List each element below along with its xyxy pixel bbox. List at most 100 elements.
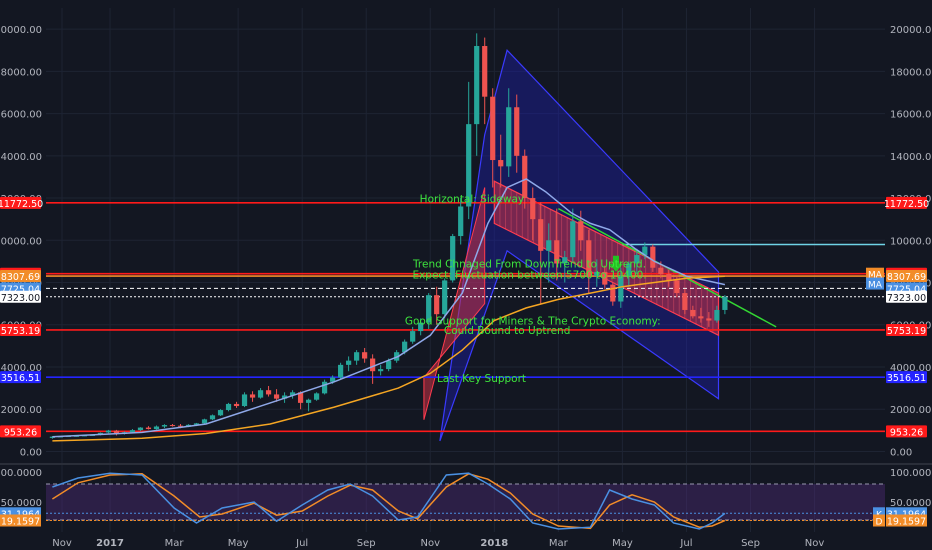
candle-up xyxy=(49,436,56,438)
candle-down xyxy=(297,392,304,403)
time-tick: Nov xyxy=(805,538,825,549)
price-tick-right: 14000.00 xyxy=(890,152,932,163)
left-price-badge: 5753.19 xyxy=(1,326,40,337)
candle-up xyxy=(354,352,360,361)
candle-up xyxy=(201,419,208,424)
price-tick-left: 4000.00 xyxy=(1,363,42,374)
annotation-text: Expect: Fluctuation between 5700 to 1040… xyxy=(412,269,646,281)
candle-down xyxy=(498,160,504,167)
candle-down xyxy=(682,293,688,310)
candle-up xyxy=(241,394,248,407)
left-price-badge: 11772.50 xyxy=(0,199,43,210)
price-tick-left: 14000.00 xyxy=(0,152,42,163)
candle-up xyxy=(153,426,160,430)
time-tick: May xyxy=(612,538,633,549)
candle-down xyxy=(666,274,672,281)
candle-down xyxy=(522,155,528,199)
ma-fast-line xyxy=(52,178,726,438)
candle-down xyxy=(650,246,656,268)
left-price-badge: 7323.00 xyxy=(1,293,40,304)
ma-tag: MA xyxy=(868,271,883,281)
time-tick: Nov xyxy=(52,538,72,549)
candle-up xyxy=(450,236,456,281)
candlestick-series xyxy=(49,33,728,439)
right-price-badge: 953.26 xyxy=(890,427,923,438)
left-price-badge-bg xyxy=(0,323,41,336)
down-arrow-icon xyxy=(609,255,624,272)
osc-band xyxy=(46,484,885,520)
right-price-badge: 7725.04 xyxy=(887,284,926,295)
left-price-badge: 3516.51 xyxy=(1,373,40,384)
candle-up xyxy=(506,107,512,167)
price-tick-left: 16000.00 xyxy=(0,110,42,121)
right-price-badge-bg xyxy=(886,425,927,438)
candle-up xyxy=(281,395,288,399)
candle-down xyxy=(490,96,496,161)
candle-down xyxy=(434,295,440,315)
right-price-badge-bg xyxy=(886,196,927,209)
osc-tick-right: 50.0000 xyxy=(890,498,931,509)
time-tick: 2018 xyxy=(480,538,508,549)
price-tick-right: 18000.00 xyxy=(890,67,932,78)
candle-up xyxy=(209,415,216,420)
right-price-badge: 8307.69 xyxy=(887,272,926,283)
rising-wedge xyxy=(423,187,486,420)
annotation-text: Horizontal: Sideway xyxy=(420,193,524,205)
candle-up xyxy=(313,393,320,400)
candle-down xyxy=(610,284,616,302)
time-tick: Jul xyxy=(295,538,308,549)
annotation-text: Good Support for Miners & The Crypto Eco… xyxy=(405,316,661,328)
candle-up xyxy=(570,221,576,258)
candle-down xyxy=(530,198,536,220)
price-tick-right: 4000.00 xyxy=(890,363,931,374)
grid xyxy=(0,8,932,532)
time-tick: Sep xyxy=(741,538,760,549)
candle-up xyxy=(217,410,224,416)
candle-up xyxy=(73,435,80,437)
price-tick-left: 0.00 xyxy=(20,447,42,458)
annotation-text: Last Key Support xyxy=(437,373,526,385)
candle-up xyxy=(458,206,464,237)
candle-down xyxy=(706,318,712,321)
candle-down xyxy=(658,267,664,275)
osc-tick-right: 100.0000 xyxy=(890,468,932,479)
time-tick: 2017 xyxy=(96,538,124,549)
candle-down xyxy=(113,430,120,434)
candle-up xyxy=(137,427,144,431)
osc-d-badge-right: 19.1597 xyxy=(887,517,926,528)
candle-up xyxy=(546,240,552,251)
candle-up xyxy=(305,399,312,403)
candle-up xyxy=(346,360,352,365)
annotation-text: Trend Chnaged From DownTrend to Uptrend. xyxy=(412,259,646,271)
candle-up xyxy=(330,377,336,382)
candle-up xyxy=(442,280,448,315)
annotations: Horizontal: Sideway Trend Chnaged From Do… xyxy=(405,193,661,384)
candle-up xyxy=(289,392,296,396)
candle-up xyxy=(105,430,112,433)
price-tick-right: 10000.00 xyxy=(890,236,932,247)
right-price-badge-bg xyxy=(886,323,927,336)
candle-up xyxy=(466,124,472,207)
price-tick-left: 2000.00 xyxy=(1,405,42,416)
candle-down xyxy=(514,107,520,156)
osc-d-tag: D xyxy=(876,518,883,528)
time-tick: Nov xyxy=(421,538,441,549)
candle-up xyxy=(474,46,480,125)
osc-k-line xyxy=(52,472,726,530)
candle-down xyxy=(249,394,256,398)
left-price-badge-bg xyxy=(0,270,41,283)
candle-up xyxy=(338,364,344,378)
right-price-badge-bg xyxy=(886,270,927,283)
candle-down xyxy=(578,221,584,241)
ma-tag: MA xyxy=(868,281,883,291)
price-tick-left: 18000.00 xyxy=(0,67,42,78)
candle-up xyxy=(161,425,168,427)
time-tick: Jul xyxy=(679,538,692,549)
osc-d-badge-right-bg xyxy=(886,514,927,527)
left-price-badge: 8307.69 xyxy=(1,272,40,283)
right-price-badge: 7323.00 xyxy=(887,293,926,304)
osc-tick-left: 50.0000 xyxy=(1,498,42,509)
left-price-badge: 7725.04 xyxy=(1,284,40,295)
price-tick-right: 16000.00 xyxy=(890,110,932,121)
